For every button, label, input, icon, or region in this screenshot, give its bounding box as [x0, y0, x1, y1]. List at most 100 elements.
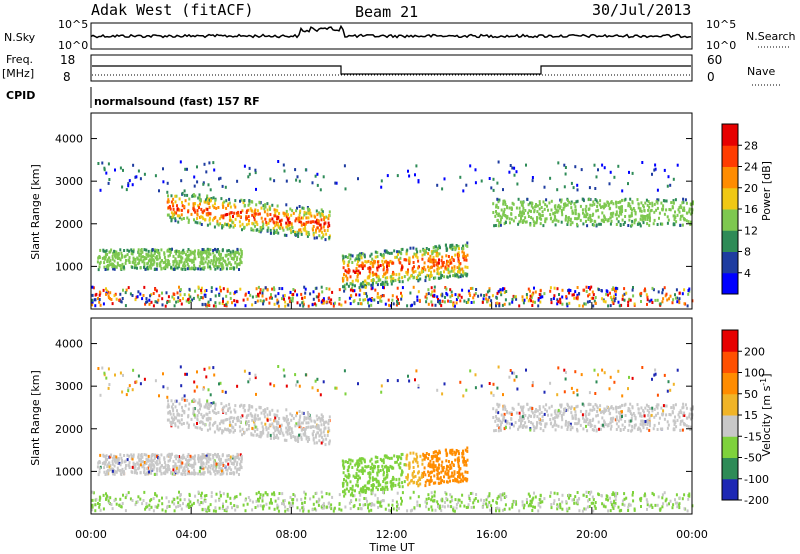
- echo-cell: [679, 214, 682, 218]
- echo-cell: [225, 411, 228, 415]
- echo-cell: [342, 490, 344, 494]
- echo-cell: [390, 282, 393, 286]
- echo-cell: [585, 424, 587, 428]
- echo-cell: [649, 216, 651, 220]
- echo-cell: [520, 419, 523, 423]
- echo-cell: [204, 456, 207, 460]
- echo-cell: [134, 257, 137, 261]
- echo-cell: [228, 218, 231, 222]
- echo-cell: [649, 421, 651, 425]
- ytick-label: 4000: [55, 133, 83, 146]
- echo-cell: [138, 258, 141, 262]
- freq-unit: [MHz]: [2, 67, 34, 80]
- echo-cell: [678, 206, 681, 210]
- echo-cell: [355, 267, 358, 271]
- echo-cell: [346, 263, 349, 267]
- echo-cell: [451, 448, 454, 452]
- echo-cell: [113, 294, 116, 298]
- echo-cell: [294, 230, 296, 234]
- echo-cell: [410, 479, 413, 483]
- echo-cell: [656, 428, 659, 431]
- echo-cell: [458, 264, 461, 268]
- echo-cell: [287, 303, 290, 307]
- echo-cell: [575, 200, 578, 204]
- echo-cell: [554, 216, 557, 219]
- echo-cell: [188, 301, 190, 304]
- echo-cell: [104, 268, 107, 271]
- echo-cell: [134, 465, 137, 468]
- echo-cell: [511, 166, 514, 170]
- echo-cell: [278, 424, 281, 428]
- echo-cell: [419, 454, 422, 458]
- echo-cell: [155, 472, 158, 476]
- echo-cell: [500, 413, 503, 417]
- echo-cell: [655, 405, 658, 408]
- echo-cell: [110, 467, 113, 471]
- echo-cell: [441, 264, 444, 268]
- echo-cell: [178, 402, 181, 406]
- echo-cell: [569, 217, 572, 221]
- echo-cell: [201, 472, 204, 476]
- echo-cell: [184, 199, 187, 203]
- echo-cell: [169, 412, 172, 416]
- echo-cell: [494, 429, 497, 432]
- echo-cell: [554, 409, 557, 413]
- echo-cell: [577, 420, 580, 424]
- echo-cell: [520, 217, 522, 221]
- echo-cell: [629, 402, 632, 406]
- echo-cell: [106, 253, 109, 256]
- echo-cell: [298, 433, 301, 437]
- echo-cell: [206, 459, 209, 463]
- echo-cell: [369, 262, 372, 266]
- echo-cell: [193, 184, 196, 188]
- echo-cell: [552, 212, 555, 216]
- echo-cell: [338, 288, 341, 292]
- echo-cell: [272, 226, 275, 230]
- echo-cell: [321, 290, 324, 294]
- echo-cell: [616, 287, 619, 291]
- echo-cell: [496, 301, 499, 305]
- echo-cell: [659, 302, 662, 306]
- echo-cell: [390, 277, 393, 281]
- echo-cell: [183, 410, 186, 413]
- echo-cell: [661, 291, 664, 295]
- echo-cell: [357, 272, 359, 276]
- echo-cell: [303, 428, 305, 431]
- echo-cell: [198, 198, 201, 202]
- echo-cell: [105, 249, 108, 253]
- echo-cell: [382, 459, 385, 463]
- echo-cell: [307, 425, 310, 429]
- echo-cell: [432, 258, 435, 262]
- echo-cell: [320, 208, 323, 212]
- echo-cell: [416, 250, 419, 254]
- echo-cell: [379, 296, 382, 300]
- echo-cell: [173, 415, 176, 419]
- echo-cell: [141, 465, 144, 469]
- echo-cell: [349, 275, 352, 279]
- echo-cell: [216, 266, 219, 270]
- echo-cell: [520, 422, 522, 426]
- echo-cell: [233, 416, 236, 420]
- echo-cell: [499, 428, 502, 432]
- echo-cell: [564, 423, 567, 427]
- echo-cell: [260, 411, 263, 415]
- echo-cell: [440, 259, 443, 263]
- echo-cell: [147, 459, 150, 463]
- echo-cell: [225, 468, 228, 472]
- echo-cell: [167, 213, 170, 217]
- echo-cell: [205, 213, 208, 217]
- echo-cell: [204, 403, 207, 407]
- echo-cell: [216, 427, 219, 431]
- echo-cell: [647, 200, 650, 203]
- echo-cell: [143, 453, 146, 457]
- echo-cell: [273, 208, 276, 212]
- echo-cell: [555, 413, 558, 417]
- echo-cell: [397, 278, 400, 282]
- echo-cell: [154, 453, 156, 457]
- echo-cell: [437, 272, 440, 276]
- echo-cell: [295, 209, 298, 213]
- echo-cell: [161, 259, 163, 263]
- echo-cell: [549, 213, 552, 216]
- echo-cell: [557, 209, 560, 213]
- echo-cell: [566, 304, 569, 308]
